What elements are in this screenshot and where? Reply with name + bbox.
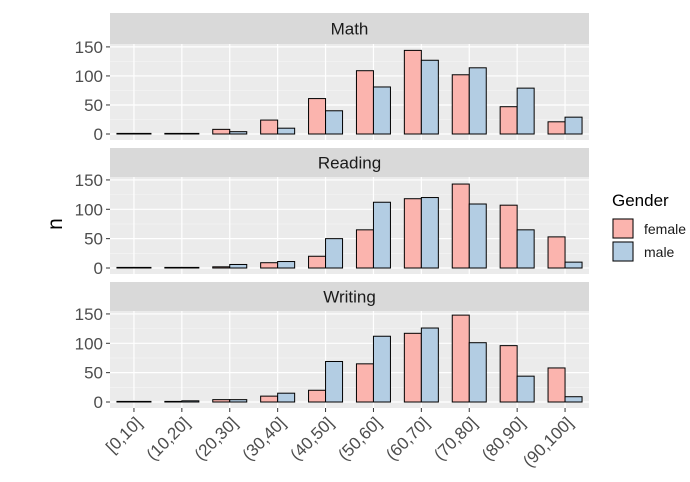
- bar-male: [133, 400, 152, 403]
- y-tick-label: 50: [84, 230, 103, 249]
- bar-female: [164, 400, 183, 403]
- y-tick-label: 100: [75, 67, 103, 86]
- x-tick-label: (70,80]: [430, 413, 481, 464]
- bar-female: [308, 98, 327, 135]
- bar-female: [451, 314, 470, 403]
- bar-male: [277, 392, 296, 403]
- bar-male: [516, 375, 535, 403]
- x-tick-label: [0,10]: [102, 413, 146, 457]
- bar-male: [325, 360, 344, 403]
- legend-swatch-male: [612, 241, 634, 262]
- bar-female: [403, 198, 422, 269]
- bar-female: [116, 266, 135, 269]
- facet-strip: [110, 148, 589, 177]
- facet-title: Math: [331, 20, 369, 39]
- x-tick-label: (50,60]: [334, 413, 385, 464]
- bar-female: [403, 49, 422, 135]
- legend-title: Gender: [612, 191, 669, 210]
- bar-male: [229, 263, 248, 269]
- bar-male: [372, 201, 391, 269]
- bar-female: [260, 395, 279, 403]
- bar-female: [499, 106, 518, 135]
- bar-female: [499, 345, 518, 403]
- bar-male: [133, 266, 152, 269]
- bar-female: [212, 128, 231, 135]
- legend-label-female: female: [644, 221, 686, 237]
- bar-male: [564, 116, 583, 135]
- bar-female: [451, 183, 470, 269]
- y-tick-label: 0: [94, 393, 103, 412]
- x-tick-label: (60,70]: [382, 413, 433, 464]
- facet-strip: [110, 13, 589, 44]
- x-tick-label: (20,30]: [191, 413, 242, 464]
- bar-female: [355, 229, 374, 269]
- bar-male: [420, 59, 439, 135]
- bar-female: [547, 367, 566, 403]
- y-tick-label: 150: [75, 38, 103, 57]
- bar-female: [164, 132, 183, 135]
- y-tick-label: 100: [75, 200, 103, 219]
- y-tick-label: 50: [84, 96, 103, 115]
- facet-strip: [110, 282, 589, 311]
- y-tick-label: 0: [94, 125, 103, 144]
- bar-male: [468, 203, 487, 269]
- bar-female: [499, 204, 518, 269]
- bar-female: [355, 363, 374, 403]
- x-tick-label: (10,20]: [143, 413, 194, 464]
- bar-male: [277, 127, 296, 135]
- y-tick-label: 100: [75, 334, 103, 353]
- bar-male: [372, 335, 391, 403]
- x-tick-label: (40,50]: [287, 413, 338, 464]
- facet-title: Writing: [323, 288, 376, 307]
- y-tick-label: 0: [94, 259, 103, 278]
- y-tick-label: 150: [75, 171, 103, 190]
- bar-female: [260, 119, 279, 135]
- bar-male: [564, 396, 583, 403]
- bar-male: [516, 87, 535, 135]
- bar-female: [403, 332, 422, 403]
- bar-male: [133, 132, 152, 135]
- legend-label-male: male: [644, 244, 675, 260]
- bar-female: [212, 266, 231, 269]
- facet-title: Reading: [318, 154, 381, 173]
- bar-male: [516, 229, 535, 269]
- bar-female: [164, 266, 183, 269]
- bar-female: [355, 70, 374, 135]
- bar-female: [212, 399, 231, 403]
- bar-male: [181, 400, 200, 403]
- bar-male: [468, 342, 487, 403]
- y-axis-title: n: [44, 218, 67, 230]
- bar-male: [229, 399, 248, 403]
- y-tick-label: 150: [75, 305, 103, 324]
- bar-male: [325, 238, 344, 269]
- bar-male: [420, 197, 439, 269]
- bar-female: [308, 389, 327, 403]
- y-tick-label: 50: [84, 364, 103, 383]
- bar-female: [547, 121, 566, 135]
- legend-swatch-female: [612, 218, 634, 239]
- bar-female: [260, 262, 279, 269]
- bar-male: [277, 261, 296, 269]
- bar-male: [564, 261, 583, 269]
- bar-male: [229, 131, 248, 135]
- bar-female: [116, 400, 135, 403]
- x-tick-label: (90,100]: [519, 413, 577, 471]
- bar-male: [468, 67, 487, 135]
- bar-male: [181, 266, 200, 269]
- bar-male: [372, 86, 391, 135]
- bar-male: [325, 110, 344, 135]
- bar-female: [308, 255, 327, 269]
- bar-female: [547, 236, 566, 269]
- x-tick-label: (30,40]: [239, 413, 290, 464]
- bar-male: [420, 327, 439, 403]
- bar-female: [451, 74, 470, 135]
- bar-male: [181, 132, 200, 135]
- bar-female: [116, 132, 135, 135]
